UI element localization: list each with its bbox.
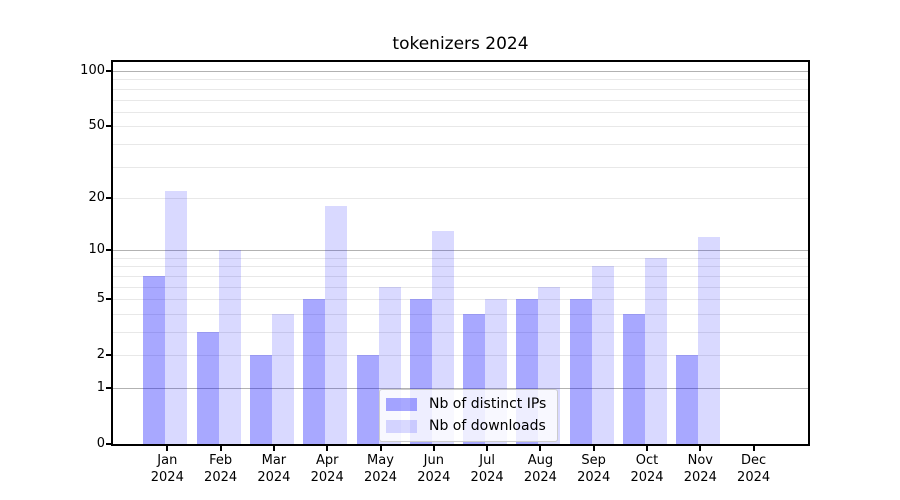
gridline-minor-9	[113, 257, 808, 259]
gridline-minor-40	[113, 143, 808, 145]
x-tick-label-jan: Jan 2024	[150, 453, 184, 485]
legend-swatch-distinct-ips	[386, 398, 417, 411]
x-tick-label-apr: Apr 2024	[310, 453, 344, 485]
x-tick-aug	[539, 446, 542, 451]
y-tick-label-0: 0	[96, 436, 105, 451]
y-tick-50	[106, 125, 111, 128]
gridline-minor-3	[113, 332, 808, 333]
y-tick-20	[106, 196, 111, 199]
chart-title: tokenizers 2024	[392, 34, 529, 54]
gridline-minor-70	[113, 99, 808, 101]
bar-downloads-jan	[165, 190, 188, 444]
gridline-minor-5	[113, 299, 808, 301]
legend-label-distinct-ips: Nb of distinct IPs	[429, 396, 547, 412]
x-tick-sep	[592, 446, 595, 451]
bar-downloads-feb	[218, 250, 241, 444]
bar-ips-sep	[569, 299, 592, 444]
x-tick-apr	[326, 446, 329, 451]
gridline-minor-50	[113, 126, 808, 128]
x-tick-mar	[272, 446, 275, 451]
x-tick-label-feb: Feb 2024	[204, 453, 238, 485]
bar-ips-may	[356, 355, 379, 444]
bar-ips-jan	[143, 275, 166, 444]
y-tick-label-10: 10	[88, 242, 105, 258]
bar-downloads-oct	[645, 257, 667, 444]
gridline-major-10	[113, 250, 808, 252]
bar-ips-feb	[196, 332, 219, 444]
y-tick-label-2: 2	[96, 347, 105, 363]
bar-downloads-mar	[271, 313, 294, 444]
x-tick-dec	[752, 446, 755, 451]
legend: Nb of distinct IPs Nb of downloads	[379, 389, 558, 442]
x-tick-oct	[646, 446, 648, 451]
y-tick-label-100: 100	[80, 63, 105, 78]
x-tick-label-mar: Mar 2024	[257, 453, 291, 485]
y-tick-100	[106, 70, 111, 72]
gridline-minor-20	[113, 197, 808, 199]
y-tick-label-50: 50	[88, 118, 105, 134]
gridline-major-1	[113, 388, 808, 389]
y-tick-label-5: 5	[96, 291, 105, 307]
gridline-minor-7	[113, 275, 808, 277]
x-tick-label-aug: Aug 2024	[523, 453, 557, 485]
x-tick-label-sep: Sep 2024	[577, 453, 611, 485]
bar-downloads-apr	[325, 206, 348, 444]
gridline-minor-4	[113, 313, 808, 315]
bar-ips-apr	[303, 299, 326, 444]
gridline-minor-30	[113, 166, 808, 168]
gridline-minor-90	[113, 79, 808, 81]
legend-label-downloads: Nb of downloads	[429, 418, 546, 434]
bar-ips-oct	[623, 313, 645, 444]
y-tick-label-20: 20	[88, 189, 105, 205]
gridline-minor-80	[113, 88, 808, 90]
x-tick-jan	[166, 446, 169, 451]
gridline-minor-8	[113, 266, 808, 268]
y-tick-label-1: 1	[96, 380, 105, 395]
y-tick-0	[106, 443, 111, 445]
gridline-major-100	[113, 71, 808, 72]
gridline-minor-6	[113, 286, 808, 288]
bar-ips-nov	[676, 355, 699, 444]
gridline-minor-2	[113, 355, 808, 357]
legend-row-distinct-ips: Nb of distinct IPs	[386, 397, 549, 412]
x-tick-label-jul: Jul 2024	[470, 453, 504, 485]
x-tick-label-dec: Dec 2024	[737, 453, 771, 485]
y-tick-5	[106, 298, 111, 301]
x-tick-nov	[699, 446, 702, 451]
bar-ips-mar	[249, 355, 272, 444]
bar-downloads-sep	[591, 266, 614, 444]
legend-row-downloads: Nb of downloads	[386, 419, 549, 434]
x-tick-label-nov: Nov 2024	[683, 453, 717, 485]
gridline-minor-60	[113, 111, 808, 113]
y-tick-1	[106, 387, 111, 389]
legend-swatch-downloads	[386, 420, 417, 433]
y-tick-10	[106, 249, 111, 252]
x-tick-jul	[486, 446, 489, 451]
y-tick-2	[106, 354, 111, 357]
x-tick-label-may: May 2024	[363, 453, 398, 485]
bar-downloads-nov	[698, 236, 721, 444]
x-tick-may	[379, 446, 382, 451]
x-tick-label-jun: Jun 2024	[417, 453, 451, 485]
x-tick-jun	[432, 446, 435, 451]
x-tick-feb	[219, 446, 222, 451]
x-tick-label-oct: Oct 2024	[630, 453, 664, 485]
